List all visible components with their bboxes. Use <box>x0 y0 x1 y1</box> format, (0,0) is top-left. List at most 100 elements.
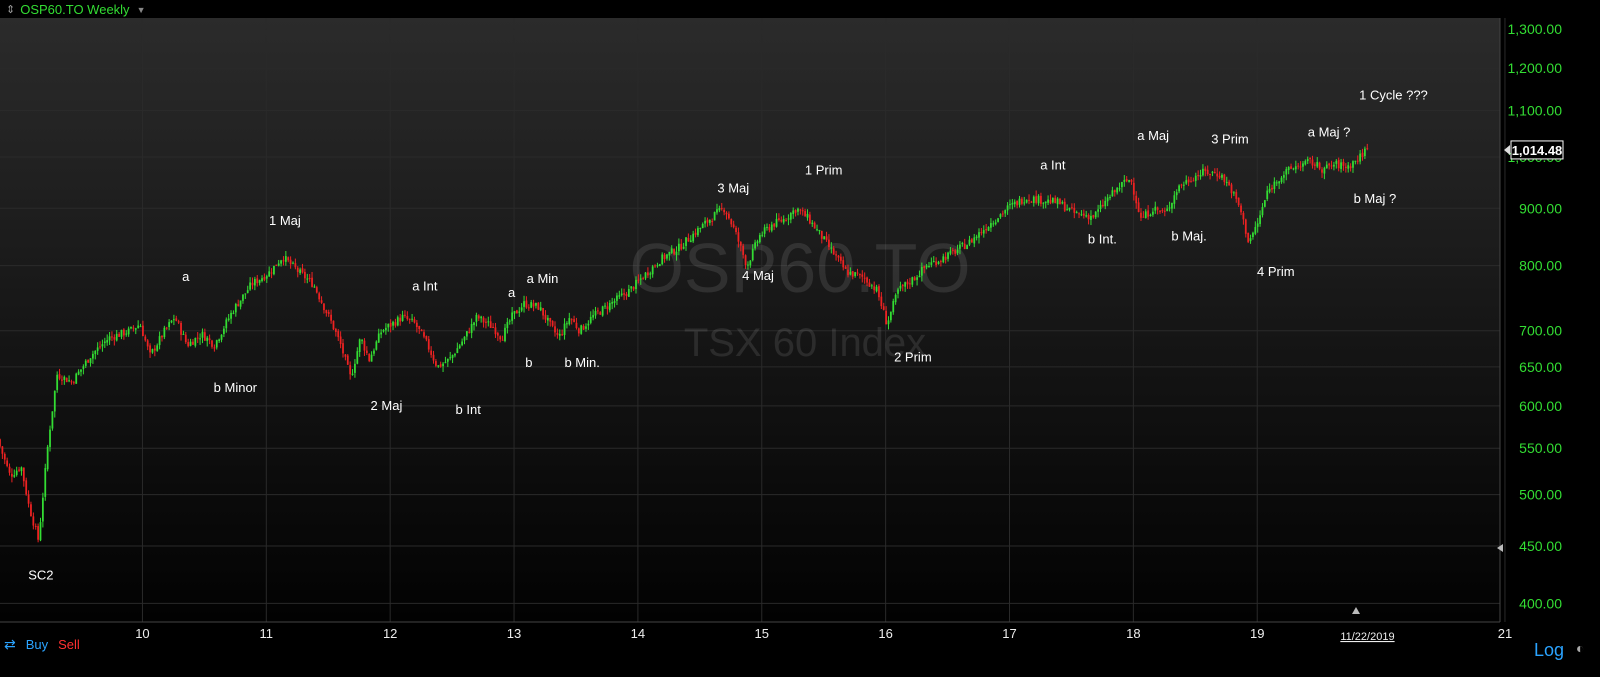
candle-body <box>315 287 318 293</box>
candle-body <box>701 223 704 229</box>
candle-body <box>656 265 659 267</box>
candle-body <box>789 212 792 220</box>
candle-body <box>785 219 787 221</box>
candle-body <box>951 250 954 252</box>
y-axis[interactable]: 400.00 450.00 500.00 550.00 600.00 650.00 700.… <box>1508 21 1563 611</box>
swap-icon[interactable]: ⇄ <box>4 636 16 652</box>
candle-body <box>101 344 104 347</box>
candle-body <box>1316 161 1319 167</box>
candle-body <box>1128 180 1130 182</box>
candle-body <box>1182 184 1185 186</box>
candle-body <box>1018 198 1021 205</box>
candle-body <box>577 328 580 334</box>
candle-body <box>749 260 752 266</box>
candle-body <box>256 278 259 284</box>
candle-body <box>208 338 211 340</box>
candle-body <box>463 336 466 341</box>
candle-body <box>1361 152 1364 158</box>
candle-body <box>716 209 718 213</box>
candle-body <box>1318 162 1321 169</box>
candle-body <box>454 354 456 356</box>
wave-label: b Minor <box>214 380 258 395</box>
candle-body <box>1249 238 1252 242</box>
symbol-header[interactable]: ⇕ OSP60.TO Weekly ▼ <box>6 2 145 17</box>
candle-body <box>1292 168 1295 170</box>
candle-body <box>1273 181 1276 190</box>
candle-body <box>199 338 201 340</box>
candle-body <box>280 260 282 264</box>
candle-body <box>230 312 232 319</box>
last-price-label: 1,014.48 <box>1512 143 1563 158</box>
candle-body <box>401 314 404 322</box>
candle-body <box>437 365 440 367</box>
candle-body <box>1287 167 1290 171</box>
candle-body <box>1132 182 1135 195</box>
y-tick-label: 600.00 <box>1519 398 1562 414</box>
candle-body <box>778 218 780 220</box>
candle-body <box>544 314 547 320</box>
candle-body <box>706 219 709 223</box>
candle-body <box>687 238 690 242</box>
candle-body <box>384 327 387 331</box>
candle-body <box>46 446 49 470</box>
wave-label: 1 Maj <box>269 213 301 228</box>
candle-body <box>344 354 347 357</box>
price-scroll-arrow[interactable] <box>1497 544 1503 552</box>
candle-body <box>1144 211 1147 218</box>
candle-body <box>775 218 778 227</box>
candle-body <box>770 224 773 231</box>
candle-body <box>1101 204 1104 207</box>
candle-body <box>1352 161 1354 168</box>
wave-label: b Min. <box>564 355 599 370</box>
candle-body <box>1061 201 1064 204</box>
candle-body <box>1206 169 1209 175</box>
x-tick-label: 12 <box>383 626 397 641</box>
candle-body <box>675 251 678 255</box>
candle-body <box>561 334 564 336</box>
candle-body <box>880 296 883 307</box>
candle-body <box>780 219 783 222</box>
last-price-marker: 1,014.48 <box>1504 140 1564 160</box>
candle-body <box>127 328 130 335</box>
candle-body <box>573 319 575 323</box>
candle-body <box>763 227 766 234</box>
x-axis[interactable]: 10 11 12 13 14 15 16 17 18 19 21 11/22/2019 <box>135 626 1512 643</box>
chevron-down-icon[interactable]: ▼ <box>136 4 146 15</box>
candle-body <box>523 301 525 307</box>
palette-icon[interactable]: ◐ <box>1576 640 1585 656</box>
candle-body <box>32 516 35 526</box>
buy-button[interactable]: Buy <box>25 637 49 652</box>
candle-body <box>751 248 754 261</box>
candle-body <box>642 278 645 280</box>
candle-body <box>318 293 321 300</box>
candle-body <box>1123 179 1126 182</box>
sort-arrows-icon[interactable]: ⇕ <box>6 4 16 16</box>
candle-body <box>408 318 411 320</box>
candle-body <box>1121 182 1123 188</box>
candle-body <box>1092 215 1095 218</box>
candle-body <box>970 239 973 243</box>
candle-body <box>975 236 978 238</box>
candle-body <box>1363 148 1366 157</box>
candle-body <box>837 255 840 258</box>
candle-body <box>999 214 1002 218</box>
candle-body <box>411 318 413 320</box>
candle-body <box>15 470 18 475</box>
candle-body <box>8 466 11 473</box>
candle-body <box>704 220 706 224</box>
candle-body <box>604 305 606 307</box>
candle-body <box>1130 180 1133 182</box>
candle-body <box>956 249 959 253</box>
candle-body <box>113 337 116 340</box>
log-scale-toggle[interactable]: Log <box>1534 640 1565 660</box>
candle-body <box>940 261 942 263</box>
sell-button[interactable]: Sell <box>58 637 80 652</box>
candle-body <box>6 460 9 466</box>
scroll-up-arrow[interactable] <box>1352 607 1360 614</box>
symbol-label[interactable]: OSP60.TO Weekly <box>20 2 130 17</box>
candle-body <box>270 272 273 274</box>
grid <box>0 18 1506 623</box>
candle-body <box>396 317 399 326</box>
